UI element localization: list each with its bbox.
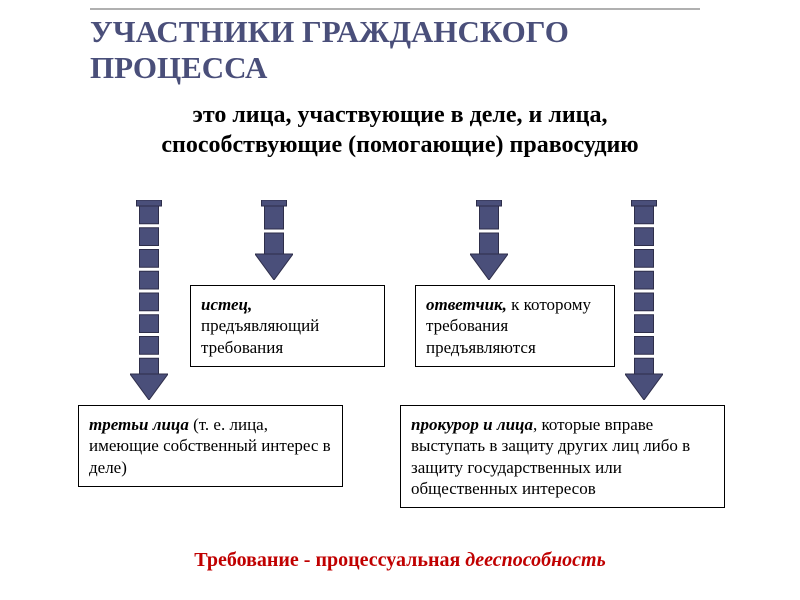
footer-requirement: Требование - процессуальная дееспособнос… bbox=[0, 549, 800, 572]
subtitle: это лица, участвующие в деле, и лица, сп… bbox=[100, 100, 700, 160]
arrow-left-long bbox=[130, 200, 168, 400]
page-title: УЧАСТНИКИ ГРАЖДАНСКОГО ПРОЦЕССА bbox=[90, 14, 710, 85]
arrow-otvetchik bbox=[470, 200, 508, 280]
footer-italic: дееспособность bbox=[465, 549, 605, 571]
arrow-right-long bbox=[625, 200, 663, 400]
box-istets: истец, предъявляющий требования bbox=[190, 285, 385, 367]
box-prokuror: прокурор и лица, которые вправе выступат… bbox=[400, 405, 725, 508]
box-istets-rest: предъявляющий требования bbox=[201, 316, 319, 356]
box-tretyi: третьи лица (т. е. лица, имеющие собстве… bbox=[78, 405, 343, 487]
box-otvetchik: ответчик, к которому требования предъявл… bbox=[415, 285, 615, 367]
box-tretyi-bold: третьи лица bbox=[89, 415, 189, 434]
title-divider bbox=[90, 8, 700, 10]
box-prokuror-bold: прокурор и лица bbox=[411, 415, 533, 434]
box-otvetchik-bold: ответчик, bbox=[426, 295, 507, 314]
box-istets-bold: истец, bbox=[201, 295, 252, 314]
footer-plain: Требование - процессуальная bbox=[194, 549, 465, 571]
arrow-istets bbox=[255, 200, 293, 280]
